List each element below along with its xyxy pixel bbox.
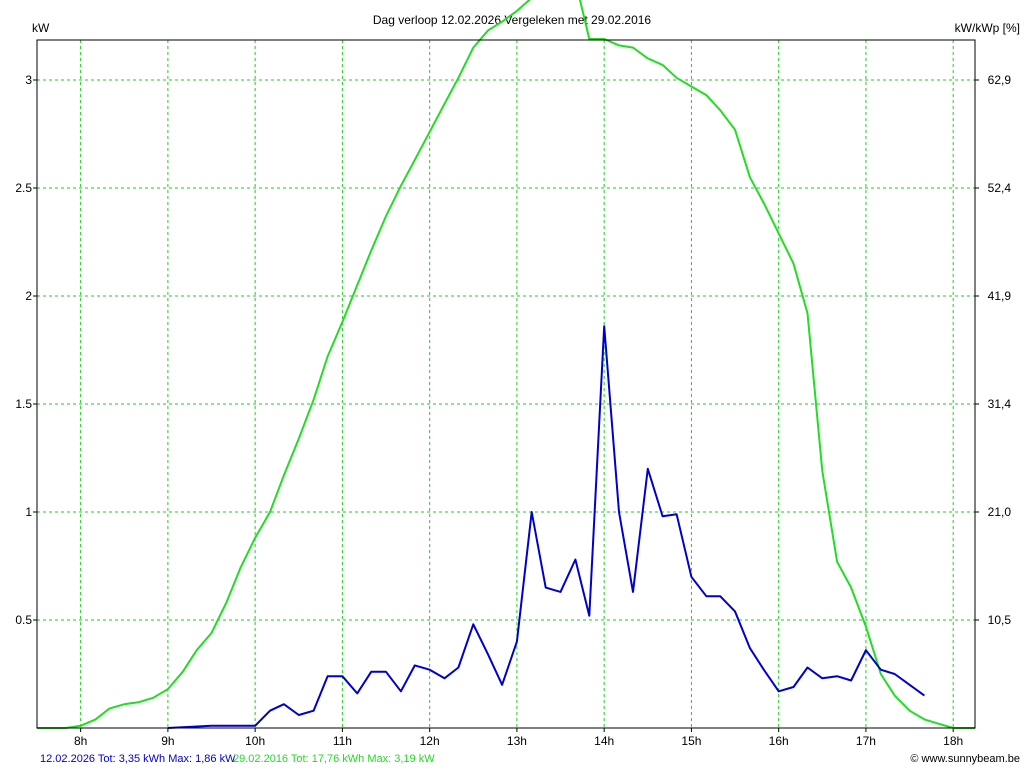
- x-tick-label: 8h: [74, 734, 87, 748]
- x-tick-label: 13h: [507, 734, 527, 748]
- plot-area-frame: [36, 39, 976, 729]
- y-left-tick-label: 2.5: [15, 181, 32, 195]
- series-line-1: [167, 325, 925, 729]
- x-tick-label: 15h: [681, 734, 701, 748]
- x-axis: 8h 9h 10h 11h 12h 13h 14h 15h 16h 17h 18h: [74, 728, 963, 748]
- x-tick-label: 11h: [333, 734, 352, 748]
- x-tick-label: 10h: [245, 734, 265, 748]
- y-right-tick-label: 52,4: [988, 181, 1012, 195]
- y-axis-right: 10,5 21,0 31,4 41,9 52,4 62,9: [975, 73, 1011, 627]
- legend-series-2: 29.02.2016 Tot: 17,76 kWh Max: 3,19 kW: [233, 753, 435, 765]
- x-tick-label: 18h: [943, 734, 963, 748]
- series-layer: [37, 0, 975, 729]
- legend-series-1: 12.02.2026 Tot: 3,35 kWh Max: 1,86 kW: [40, 753, 236, 765]
- y-left-tick-label: 2: [25, 289, 32, 303]
- x-tick-label: 17h: [856, 734, 876, 748]
- chart-title: Dag verloop 12.02.2026 Vergeleken met 29…: [373, 13, 652, 27]
- y-axis-left-label: kW: [32, 21, 50, 35]
- y-right-tick-label: 41,9: [988, 289, 1012, 303]
- y-right-tick-label: 21,0: [988, 505, 1012, 519]
- y-right-tick-label: 62,9: [988, 73, 1012, 87]
- x-tick-label: 16h: [769, 734, 789, 748]
- series-line-2: [37, 0, 975, 729]
- y-axis-left: 0.5 1 1.5 2 2.5 3: [15, 73, 37, 627]
- y-left-tick-label: 0.5: [15, 613, 32, 627]
- y-right-tick-label: 10,5: [988, 613, 1012, 627]
- credit-text: © www.sunnybeam.be: [910, 753, 1020, 765]
- x-tick-label: 9h: [161, 734, 174, 748]
- y-left-tick-label: 1: [25, 505, 32, 519]
- y-right-tick-label: 31,4: [988, 397, 1012, 411]
- y-left-tick-label: 3: [25, 73, 32, 87]
- x-tick-label: 12h: [420, 734, 440, 748]
- y-axis-right-label: kW/kWp [%]: [955, 21, 1020, 35]
- grid: [37, 40, 975, 728]
- x-tick-label: 14h: [594, 734, 614, 748]
- y-left-tick-label: 1.5: [15, 397, 32, 411]
